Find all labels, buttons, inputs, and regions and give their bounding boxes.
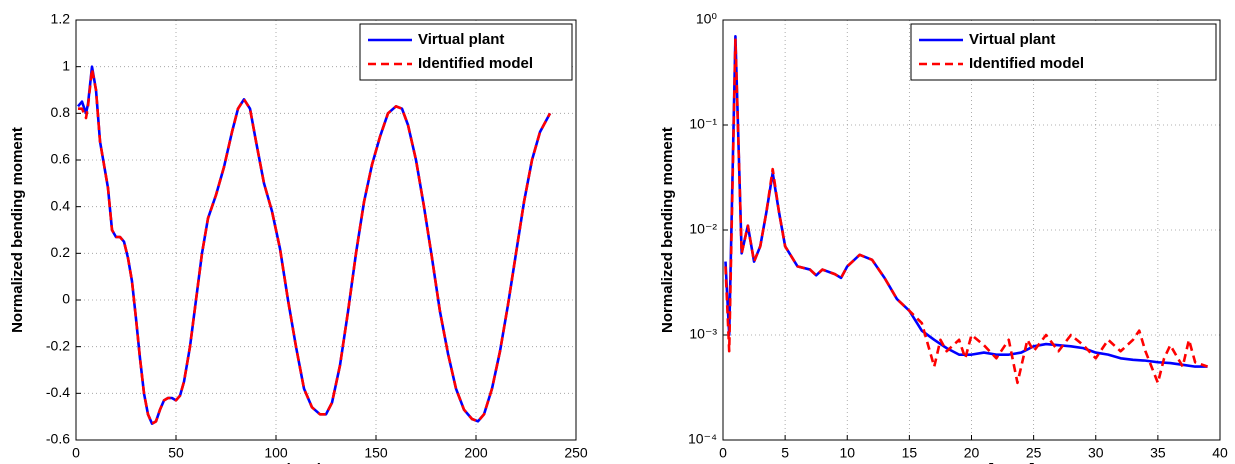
x-tick-label: 35 [1150, 445, 1166, 461]
x-tick-label: 0 [719, 445, 727, 461]
y-tick-label: -0.6 [46, 431, 70, 447]
axes-frame [722, 19, 1221, 441]
x-tick-label: 250 [564, 445, 588, 461]
legend-text: Identified model [969, 55, 1084, 72]
axes-frame [75, 19, 577, 441]
y-axis-label: Normalized bending moment [659, 127, 676, 333]
series-line [724, 34, 1208, 368]
y-tick-label: 10⁻¹ [689, 116, 717, 132]
y-tick-label: 10⁻³ [689, 326, 717, 342]
y-tick-label: 10⁻⁴ [688, 431, 717, 447]
y-tick-label: -0.2 [46, 337, 70, 353]
y-axis-label: Normalized bending moment [9, 127, 26, 333]
x-axis-label: Frequency [×Rev] [908, 461, 1034, 464]
x-tick-label: 5 [781, 445, 789, 461]
y-tick-label: 10⁰ [696, 11, 718, 27]
legend-box [910, 23, 1217, 81]
x-tick-label: 25 [1026, 445, 1042, 461]
x-tick-label: 200 [464, 445, 488, 461]
y-tick-label: 0.4 [51, 197, 71, 213]
x-tick-label: 100 [264, 445, 288, 461]
y-tick-label: 1 [62, 57, 70, 73]
legend-text: Virtual plant [418, 31, 504, 48]
y-tick-label: 0.2 [51, 244, 71, 260]
y-tick-label: 0.6 [51, 151, 71, 167]
legend-text: Virtual plant [969, 31, 1055, 48]
x-tick-label: 150 [364, 445, 388, 461]
x-tick-label: 40 [1212, 445, 1228, 461]
x-tick-label: 15 [902, 445, 918, 461]
x-tick-label: 30 [1088, 445, 1104, 461]
x-tick-label: 20 [964, 445, 980, 461]
x-tick-label: 0 [72, 445, 80, 461]
y-tick-label: 1.2 [51, 11, 71, 27]
y-tick-label: 0.8 [51, 104, 71, 120]
x-tick-label: 10 [839, 445, 855, 461]
x-axis-label: Time instants [278, 461, 374, 464]
x-tick-label: 50 [168, 445, 184, 461]
series-line [724, 38, 1209, 385]
y-tick-label: 0 [62, 291, 70, 307]
plot-area [76, 20, 576, 440]
legend-text: Identified model [418, 55, 533, 72]
series-line [78, 67, 552, 425]
y-tick-label: 10⁻² [689, 221, 717, 237]
y-tick-label: -0.4 [46, 384, 70, 400]
legend-box [359, 23, 573, 81]
